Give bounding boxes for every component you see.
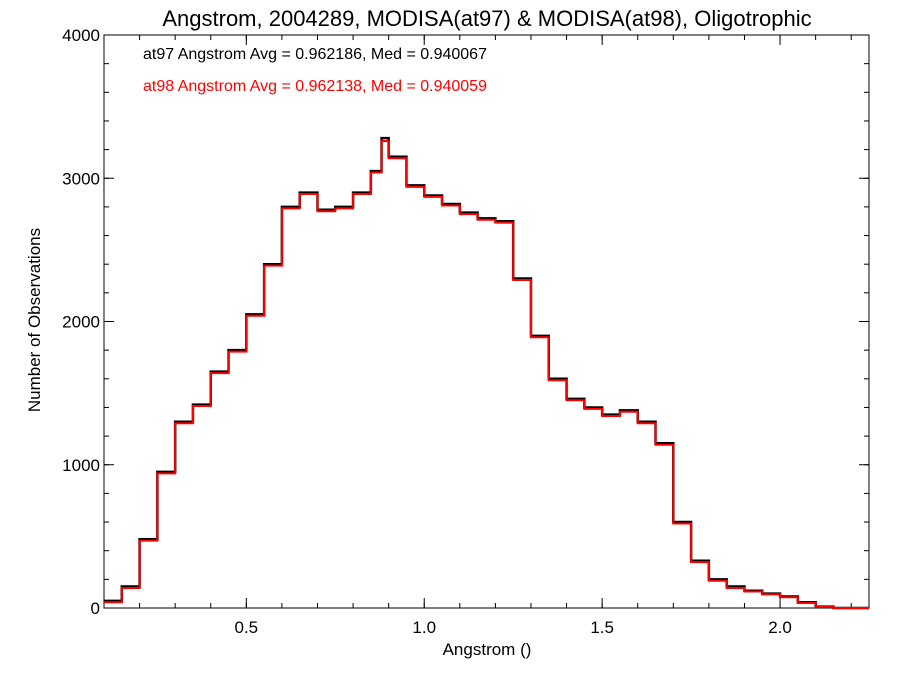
y-tick-label: 3000 (62, 169, 100, 188)
y-tick-label: 4000 (62, 26, 100, 45)
x-tick-label: 1.0 (412, 618, 436, 637)
x-tick-label: 0.5 (235, 618, 259, 637)
chart-title: Angstrom, 2004289, MODISA(at97) & MODISA… (162, 6, 811, 31)
x-tick-label: 2.0 (768, 618, 792, 637)
axes: 0.5 1.0 1.5 2.0 0 1000 2000 3000 4000 (62, 26, 870, 637)
x-axis-label: Angstrom () (443, 640, 532, 659)
x-tick-label: 1.5 (590, 618, 614, 637)
series-line-at98 (104, 140, 869, 609)
y-tick-label: 2000 (62, 313, 100, 332)
legend-at98: at98 Angstrom Avg = 0.962138, Med = 0.94… (143, 78, 487, 95)
plot-frame (103, 34, 870, 609)
y-tick-label: 0 (91, 599, 100, 618)
y-axis-label: Number of Observations (25, 228, 44, 412)
series-group (104, 136, 869, 610)
y-tick-label: 1000 (62, 456, 100, 475)
legend-at97: at97 Angstrom Avg = 0.962186, Med = 0.94… (143, 46, 487, 63)
